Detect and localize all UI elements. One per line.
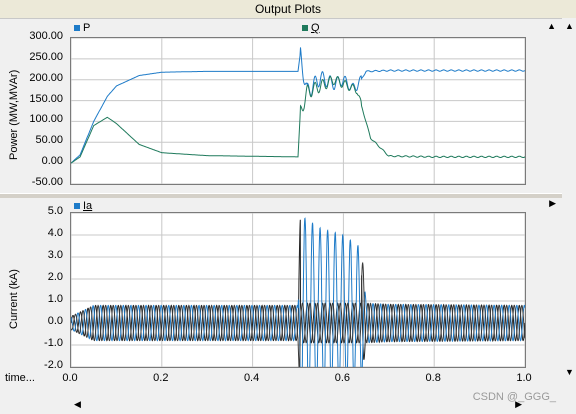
scroll-right-arrow-icon[interactable]: ▶ [515,399,522,409]
legend-label-ia: Ia [83,200,93,212]
bottom-ytick-label: 1.0 [47,293,63,305]
series-line-phase-0 [71,219,525,360]
window-title: Output Plots [0,0,576,19]
scroll-up-arrow-icon[interactable]: ▲ [565,21,574,31]
legend-swatch-q [302,25,308,31]
bottom-plot-svg [71,213,525,367]
top-plot-svg [71,38,525,184]
xtick-label: 0.2 [153,372,169,384]
top-ytick-label: 100.00 [29,113,63,126]
legend-label-p: P [83,22,91,34]
xtick-label: 0.8 [425,372,441,384]
bottom-ytick-label: 4.0 [47,227,63,239]
series-line-ia [71,217,525,367]
top-ytick-label: 300.00 [29,30,63,42]
top-panel-collapse-arrow-icon[interactable]: ▲ [547,21,556,31]
bottom-panel-arrow-icon[interactable]: ▶ [549,198,556,208]
time-axis-label[interactable]: time... [5,372,35,384]
bottom-ytick-label: 2.0 [47,271,63,283]
legend-item-ia[interactable]: Ia [74,200,92,212]
top-ytick-label: 200.00 [29,71,63,84]
vertical-scrollbar[interactable]: ▲ ▼ [562,18,576,414]
top-ytick-label: 250.00 [29,50,63,63]
series-line-q [71,75,525,164]
legend-item-p[interactable]: P [74,22,90,34]
bottom-ytick-label: 0.0 [47,315,63,327]
watermark: CSDN @_GGG_ [472,391,556,403]
series-line-p [71,47,525,164]
bottom-ytick-label: 3.0 [47,249,63,261]
xtick-label: 0.0 [62,372,78,384]
scroll-down-arrow-icon[interactable]: ▼ [565,367,574,377]
top-ytick-label: -50.00 [31,176,63,188]
bottom-plot-area[interactable] [70,212,526,368]
top-ytick-label: 150.00 [29,92,63,105]
horizontal-scrollbar[interactable]: ◀ ▶ [70,398,526,412]
legend-swatch-ia [74,203,80,209]
top-plot-area[interactable] [70,37,526,185]
legend-label-q: Q [311,22,320,34]
bottom-ytick-label: 5.0 [47,205,63,217]
series-line-phase-2 [71,261,525,367]
xtick-label: 0.6 [334,372,351,384]
top-ytick-label: 0.00 [41,155,63,168]
legend-swatch-p [74,25,80,31]
legend-item-q[interactable]: Q [302,22,320,34]
xtick-label: 0.4 [243,372,260,384]
scroll-left-arrow-icon[interactable]: ◀ [74,399,81,409]
top-ytick-label: 50.00 [35,134,63,147]
bottom-ytick-label: -1.0 [44,337,63,349]
xtick-label: 1.0 [516,372,532,384]
bottom-ytick-label: -2.0 [44,359,63,371]
